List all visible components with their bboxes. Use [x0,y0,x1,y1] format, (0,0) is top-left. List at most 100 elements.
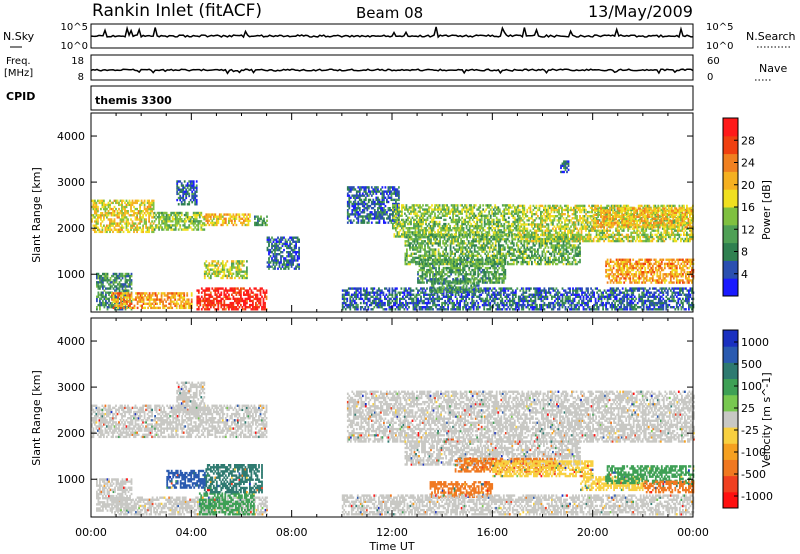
heatmap-cell [231,215,233,218]
heatmap-cell [290,257,293,260]
heatmap-cell [139,222,141,225]
heatmap-cell [240,270,242,273]
heatmap-cell [137,228,140,231]
heatmap-cell [383,207,385,210]
heatmap-cell [375,198,378,202]
heatmap-cell [215,223,218,227]
heatmap-cell [118,212,120,215]
heatmap-cell [118,285,121,288]
heatmap-cell [246,289,248,292]
heatmap-cell [398,192,400,195]
heatmap-cell [296,240,299,243]
heatmap-cell [355,192,358,195]
heatmap-cell [145,214,147,217]
heatmap-cell [117,283,119,286]
heatmap-cell [513,208,516,211]
heatmap-cell [125,210,128,213]
heatmap-cell [510,212,513,215]
heatmap-cell [250,308,253,311]
heatmap-cell [215,262,218,265]
heatmap-cell [102,295,104,298]
heatmap-cell [168,226,171,229]
heatmap-cell [352,194,355,197]
heatmap-cell [128,230,131,234]
heatmap-cell [404,231,406,234]
heatmap-cell [364,188,367,191]
heatmap-cell [506,220,509,224]
heatmap-cell [121,272,124,276]
heatmap-cell [162,300,164,303]
heatmap-cell [266,219,268,222]
heatmap-cell [130,306,133,310]
heatmap-cell [253,287,256,290]
heatmap-cell [437,229,439,232]
heatmap-cell [151,294,154,297]
heatmap-cell [208,262,211,265]
heatmap-cell [434,214,436,217]
heatmap-cell [278,253,281,256]
heatmap-cell [158,228,160,231]
heatmap-cell [161,213,163,217]
heatmap-cell [241,276,244,280]
heatmap-cell [393,202,396,206]
heatmap-cell [122,226,125,229]
heatmap-cell [241,221,244,225]
heatmap-cell [232,217,235,220]
heatmap-cell [286,246,288,250]
heatmap-cell [377,196,379,199]
heatmap-cell [142,210,144,213]
heatmap-cell [486,222,489,226]
heatmap-cell [366,192,369,195]
heatmap-cell [369,190,372,193]
heatmap-cell [492,214,495,217]
heatmap-cell [404,242,407,245]
heatmap-cell [534,258,536,262]
heatmap-cell [429,214,432,217]
heatmap-cell [240,295,242,298]
heatmap-cell [191,201,194,204]
heatmap-cell [112,272,115,276]
heatmap-cell [212,272,215,275]
heatmap-cell [243,301,245,305]
heatmap-cell [497,212,500,215]
heatmap-cell [141,292,143,295]
heatmap-cell [286,251,288,254]
heatmap-cell [411,233,414,236]
heatmap-cell [398,222,400,226]
heatmap-cell [452,242,455,245]
heatmap-cell [417,229,420,232]
heatmap-cell [148,218,150,221]
heatmap-cell [256,297,259,301]
heatmap-cell [491,242,494,245]
heatmap-cell [364,202,367,206]
heatmap-cell [446,224,448,228]
heatmap-cell [434,212,436,215]
heatmap-cell [215,297,218,301]
heatmap-cell [414,214,417,217]
heatmap-cell [186,298,189,301]
heatmap-cell [473,231,476,234]
heatmap-cell [485,222,488,226]
heatmap-cell [130,218,132,221]
heatmap-cell [134,218,137,221]
heatmap-cell [375,190,378,193]
heatmap-cell [209,268,212,271]
heatmap-cell [137,226,140,229]
heatmap-cell [446,229,448,232]
heatmap-cell [573,256,575,260]
heatmap-cell [240,291,242,294]
heatmap-cell [520,242,523,245]
heatmap-cell [419,229,421,232]
heatmap-cell [486,214,489,217]
heatmap-cell [274,246,276,250]
heatmap-cell [231,276,233,280]
heatmap-cell [114,300,116,303]
heatmap-cell [535,204,538,208]
heatmap-cell [104,228,107,231]
heatmap-cell [115,228,117,231]
heatmap-cell [117,301,119,305]
heatmap-cell [296,251,299,254]
heatmap-cell [124,210,126,213]
heatmap-cell [192,228,195,231]
heatmap-cell [280,261,282,264]
